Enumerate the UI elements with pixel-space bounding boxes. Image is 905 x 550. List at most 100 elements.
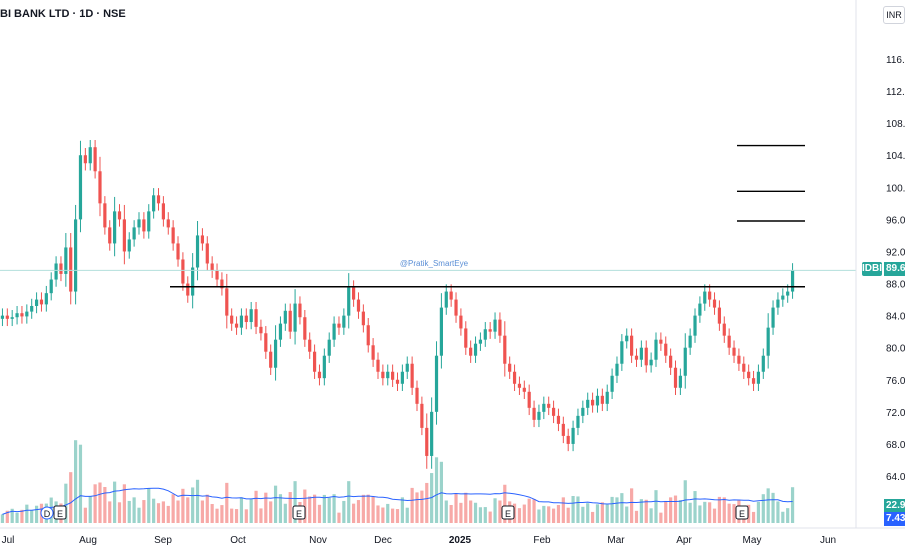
candle-body <box>108 227 112 244</box>
volume-bar <box>225 482 229 523</box>
candle-body <box>586 399 590 408</box>
candle-body <box>727 335 731 348</box>
volume-bar <box>722 497 726 523</box>
symbol-title: BI BANK LTD · 1D · NSE <box>0 8 126 20</box>
volume-bar <box>547 506 551 523</box>
volume-bar <box>132 497 136 523</box>
volume-bar <box>322 494 326 523</box>
candle-body <box>186 283 190 296</box>
time-tick-label: Jul <box>2 535 15 546</box>
price-tick-label: 112.00 <box>886 87 905 98</box>
candle-body <box>342 315 346 328</box>
candle-body <box>10 317 14 319</box>
volume-bar <box>20 509 24 523</box>
price-tick-label: 92.00 <box>886 247 905 258</box>
candle-body <box>473 343 478 356</box>
event-label: E <box>57 509 63 519</box>
volume-bar <box>181 488 185 523</box>
candle-body <box>547 403 551 408</box>
candle-body <box>678 375 682 388</box>
volume-bar <box>581 506 585 523</box>
volume-bar <box>356 500 361 523</box>
candle-body <box>356 299 361 312</box>
horizontal-levels <box>0 144 856 288</box>
volume-bar <box>620 493 624 523</box>
candle-body <box>576 415 580 428</box>
volume-bar <box>259 508 263 523</box>
candle-body <box>39 299 44 305</box>
volume-bar <box>649 508 653 523</box>
candle-body <box>15 313 19 318</box>
volume-bar <box>210 504 214 523</box>
candle-body <box>688 335 692 348</box>
currency-button[interactable]: INR <box>883 6 905 24</box>
time-tick-label: Sep <box>154 535 172 546</box>
volume-bar <box>566 507 570 523</box>
volume-bar <box>166 505 170 523</box>
dividend-marker[interactable]: D <box>40 506 54 520</box>
candle-body <box>210 263 214 271</box>
candle-body <box>166 219 170 228</box>
candle-body <box>181 259 185 284</box>
candle-body <box>30 305 34 312</box>
candle-body <box>161 203 165 220</box>
price-tick-label: 88.00 <box>886 280 905 291</box>
candle-body <box>230 315 234 324</box>
price-tick-label: 64.00 <box>886 472 905 483</box>
candle-body <box>220 279 224 289</box>
volume-bars <box>0 440 795 523</box>
candle-body <box>366 325 370 346</box>
volume-bar <box>347 481 351 523</box>
volume-bar <box>312 494 317 523</box>
volume-bar <box>605 504 609 523</box>
volume-bar <box>425 482 429 523</box>
volume-bar <box>732 504 736 523</box>
volume-bar <box>205 494 209 523</box>
event-label: D <box>44 509 51 519</box>
candle-body <box>254 309 258 327</box>
candle-body <box>337 323 341 328</box>
candle-body <box>786 291 790 296</box>
volume-bar <box>376 505 380 523</box>
volume-bar <box>586 503 590 523</box>
volume-bar <box>117 502 122 523</box>
candle-body <box>781 295 785 300</box>
candle-body <box>654 339 658 360</box>
volume-bar <box>454 493 458 523</box>
candle-body <box>34 299 39 306</box>
earnings-marker[interactable]: E <box>292 505 306 520</box>
time-tick-label: Jun <box>820 535 836 546</box>
volume-bar <box>317 504 322 523</box>
price-tick-label: 96.00 <box>886 215 905 226</box>
time-tick-label: Nov <box>309 535 327 546</box>
candle-body <box>790 270 795 292</box>
candle-body <box>142 219 146 232</box>
volume-bar <box>391 508 395 523</box>
candle-body <box>439 307 443 356</box>
volume-bar <box>327 497 331 523</box>
price-tick-label: 108.00 <box>886 119 905 130</box>
candle-body <box>712 299 717 308</box>
candle-body <box>259 326 263 334</box>
candle-body <box>73 219 78 292</box>
last-price-value: 89.64 <box>886 263 905 274</box>
volume-bar <box>561 497 565 523</box>
candle-body <box>391 371 395 380</box>
earnings-marker[interactable]: E <box>735 505 749 520</box>
earnings-marker[interactable]: E <box>53 505 67 520</box>
earnings-icon <box>53 505 67 520</box>
candle-body <box>347 287 351 316</box>
volume-bar <box>761 494 765 523</box>
candle-body <box>620 341 624 364</box>
candle-body <box>283 310 287 324</box>
volume-bar <box>191 487 195 523</box>
volume-bar <box>420 490 424 523</box>
volume-bar <box>405 507 409 523</box>
earnings-marker[interactable]: E <box>501 505 515 520</box>
candle-body <box>152 195 156 212</box>
candle-body <box>225 288 229 316</box>
volume-bar <box>239 497 244 523</box>
volume-bar <box>366 494 370 523</box>
candle-body <box>483 329 487 340</box>
